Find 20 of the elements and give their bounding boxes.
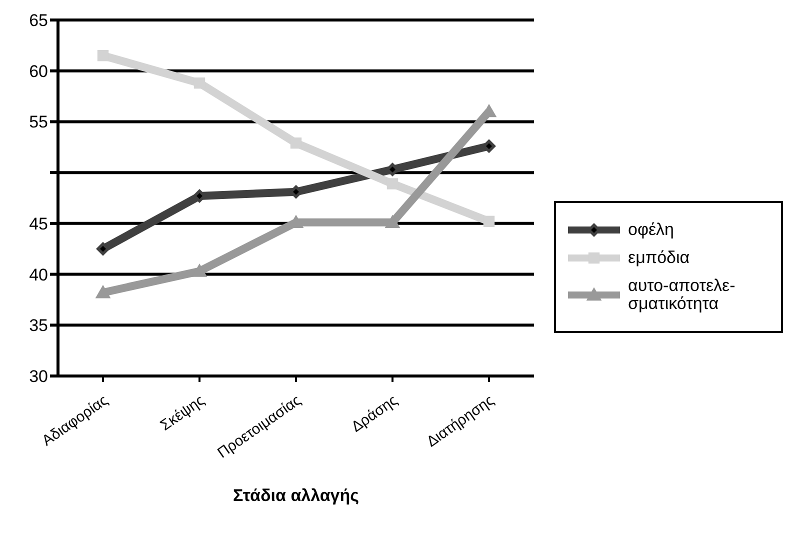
- point: [194, 77, 206, 89]
- y-tick-label: 60: [29, 62, 48, 81]
- legend-label: αυτο-αποτελε-σματικότητα: [628, 276, 736, 313]
- y-tick-label: 55: [29, 112, 48, 132]
- y-tick-label: 30: [29, 367, 48, 386]
- point: [95, 284, 111, 298]
- point: [386, 178, 398, 190]
- point: [97, 50, 109, 62]
- point: [96, 242, 110, 256]
- point: [192, 264, 208, 277]
- y-tick-label: 65: [29, 11, 48, 30]
- point: [384, 214, 400, 228]
- x-axis-title: Στάδια αλλαγής: [233, 486, 360, 505]
- point: [290, 137, 302, 149]
- y-tick-label: 40: [29, 265, 48, 284]
- legend-label: εμπόδια: [628, 248, 691, 267]
- y-tick-label: 45: [29, 214, 48, 234]
- y-tick-label: 35: [29, 316, 48, 336]
- legend-label: οφέλη: [628, 220, 676, 239]
- point: [483, 216, 495, 227]
